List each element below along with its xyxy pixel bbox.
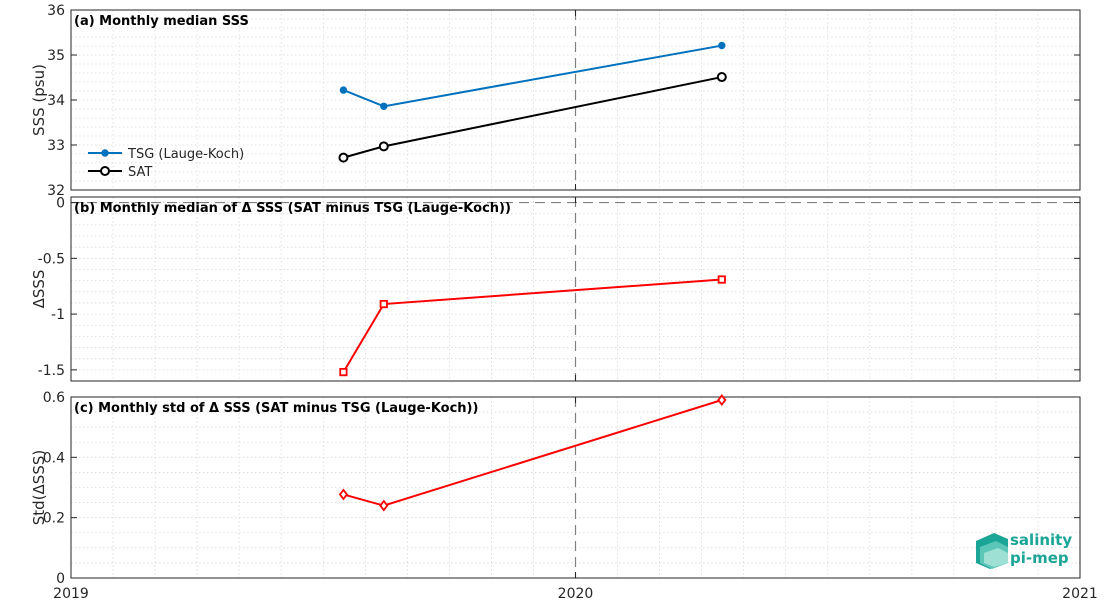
data-point [100,166,110,176]
y-axis-label: Std(ΔSSS) [30,450,48,525]
logo-emblem [976,533,1008,569]
series-line-delta [342,278,722,373]
data-point [718,41,726,50]
y-axis-label: SSS (psu) [30,64,48,136]
y-tick-label: -0.5 [38,251,65,267]
y-tick-label: 0 [56,571,65,587]
x-tick-label: 2021 [1062,586,1098,602]
data-point [338,488,349,501]
panel-3: 0 0.2 0.4 0.6 Std(ΔSSS) (c) Monthly std of Δ … [30,390,1081,587]
data-point [101,149,109,157]
data-point [378,141,389,152]
panel-title: (c) Monthly std of Δ SSS (SAT minus TSG … [74,401,478,416]
legend-label: TSG (Lauge-Koch) [127,147,244,162]
data-point [338,152,349,163]
data-point [379,299,388,309]
chart-panels: 32 33 34 35 36 SSS (psu) (a) Monthly median SS… [30,3,1081,587]
y-tick-label: 36 [47,3,65,19]
panel-2: -1.5 -1 -0.5 0 ΔSSS (b) Monthly median of Δ S… [30,196,1081,382]
data-point [339,86,348,94]
panel-title: (a) Monthly median SSS [74,14,249,29]
logo-text-line1: salinity [1010,531,1072,549]
x-tick-label: 2020 [558,586,594,602]
panel-1: 32 33 34 35 36 SSS (psu) (a) Monthly median SS… [30,3,1081,199]
data-point [717,394,727,406]
y-tick-label: 32 [47,183,65,199]
y-tick-label: 0.2 [43,511,65,527]
y-tick-label: 34 [47,93,65,109]
y-tick-label: 0.6 [43,390,65,406]
data-point [716,72,727,83]
y-axis-label: ΔSSS [30,270,48,309]
y-tick-label: 0 [56,196,65,212]
legend-label: SAT [128,165,152,180]
y-tick-label: 33 [47,138,65,154]
legend: TSG (Lauge-Koch) SAT [88,147,244,180]
series-line-sat [343,76,723,159]
x-tick-label: 2019 [53,586,89,602]
data-point [379,499,389,512]
y-tick-label: 35 [47,48,65,64]
panel-title: (b) Monthly median of Δ SSS (SAT minus T… [74,201,511,216]
data-point [339,367,348,377]
y-tick-label: 0.4 [43,450,65,466]
y-tick-label: -1.5 [38,363,65,379]
data-point [717,275,726,284]
logo-text-line2: pi-mep [1010,549,1069,567]
salinity-pi-mep-logo: salinity pi-mep [976,531,1072,569]
y-tick-label: -1 [51,307,65,323]
data-point [380,102,388,111]
x-axis: 2019 2020 2021 [53,586,1098,602]
